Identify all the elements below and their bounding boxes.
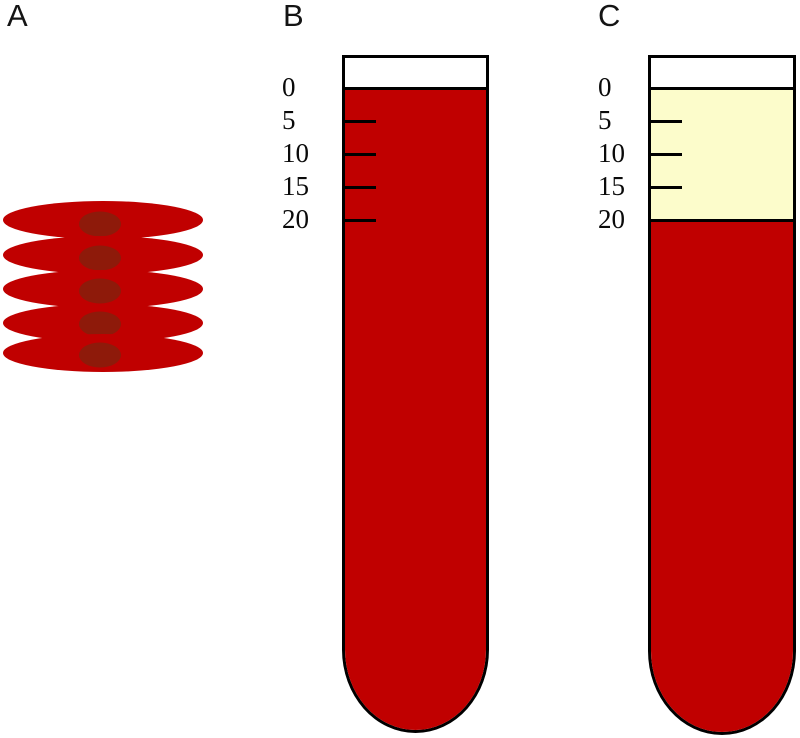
rbc-center-spot: [79, 311, 121, 337]
tube-c-tick-mark-15: [651, 186, 682, 189]
scale-b-tick-label: 20: [282, 204, 309, 234]
scale-b-tick-label: 10: [282, 138, 309, 168]
rouleaux-stack-illustration: [3, 201, 203, 372]
rbc-center-spot: [79, 211, 121, 237]
scale-b-tick-label: 0: [282, 72, 296, 102]
scale-b-tick-label: 15: [282, 171, 309, 201]
tube-b-tick-mark-5: [345, 120, 376, 123]
scale-c-tick-label: 20: [598, 204, 625, 234]
scale-c-tick-label: 15: [598, 171, 625, 201]
tube-b-tick-mark-15: [345, 186, 376, 189]
tube-b-blood-fill: [345, 90, 486, 730]
panel-c-label: C: [598, 0, 621, 33]
scale-c-tick-label: 10: [598, 138, 625, 168]
tube-c-tick-mark-10: [651, 153, 682, 156]
scale-c-tick-label: 0: [598, 72, 612, 102]
tube-c-tick-mark-5: [651, 120, 682, 123]
rbc-center-spot: [79, 245, 121, 271]
tube-b-headspace: [345, 58, 486, 90]
tube-b-tick-mark-20: [345, 219, 376, 222]
scale-b-tick-label: 5: [282, 105, 296, 135]
tube-b: [342, 55, 489, 733]
tube-c-blood-fill: [651, 222, 793, 732]
scale-c-tick-label: 5: [598, 105, 612, 135]
panel-b-label: B: [283, 0, 304, 33]
tube-c: [648, 55, 796, 735]
tube-b-tick-mark-10: [345, 153, 376, 156]
tube-c-headspace: [651, 58, 793, 90]
rbc-center-spot: [79, 278, 121, 304]
rbc-center-spot: [79, 342, 121, 368]
tube-c-plasma-column: [651, 90, 793, 222]
panel-a-label: A: [7, 0, 28, 33]
